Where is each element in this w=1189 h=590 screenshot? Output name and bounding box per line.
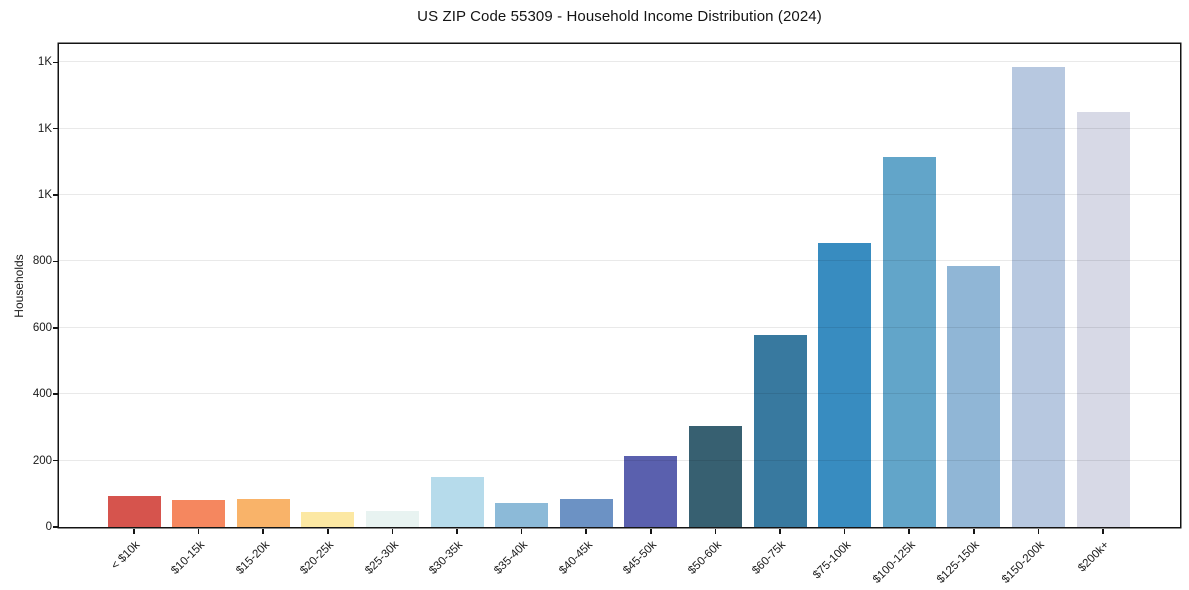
x-tick-label: $150-200k <box>999 539 1047 586</box>
x-tick-mark <box>779 528 781 534</box>
bar-40-45k <box>559 498 613 527</box>
gridline-600 <box>59 326 1180 328</box>
gridline-1200 <box>59 127 1180 129</box>
y-tick-mark <box>52 459 58 462</box>
y-tick-label: 400 <box>32 388 52 401</box>
y-tick-label: 800 <box>32 255 52 268</box>
y-tick-label: 1K <box>37 56 52 69</box>
x-tick-label: $60-75k <box>750 539 789 577</box>
x-tick-mark <box>520 528 523 534</box>
x-tick-label: $10-15k <box>169 539 208 577</box>
chart-title: US ZIP Code 55309 - Household Income Dis… <box>417 8 822 25</box>
x-tick-label: $50-60k <box>686 539 724 577</box>
bar-10k <box>107 496 161 527</box>
x-tick-mark <box>908 528 910 534</box>
bar-125-150k <box>947 266 1001 527</box>
x-tick-mark <box>650 528 652 534</box>
gridline-400 <box>59 393 1180 395</box>
x-tick-label: $45-50k <box>621 539 660 577</box>
bar-35-40k <box>495 503 549 527</box>
bar-75-100k <box>818 243 872 527</box>
x-tick-label: $25-30k <box>363 539 401 577</box>
x-tick-mark <box>585 528 587 534</box>
x-tick-mark <box>456 528 458 534</box>
y-tick-mark <box>52 393 58 395</box>
bar-30-35k <box>430 477 484 527</box>
y-tick-mark <box>52 194 58 196</box>
bar-100-125k <box>882 156 936 527</box>
y-tick-mark <box>52 61 58 63</box>
x-tick-label: $40-45k <box>556 539 595 577</box>
bar-50-60k <box>688 426 742 527</box>
x-tick-mark <box>262 528 264 534</box>
x-tick-mark <box>1102 528 1104 534</box>
x-tick-mark <box>327 528 329 534</box>
x-tick-mark <box>973 528 975 534</box>
gridline-800 <box>59 260 1180 262</box>
gridline-200 <box>59 459 1180 461</box>
bar-10-15k <box>172 499 226 527</box>
x-tick-mark <box>714 528 717 534</box>
x-tick-label: $15-20k <box>233 539 272 577</box>
bar-20-25k <box>301 511 355 527</box>
x-tick-label: $125-150k <box>935 539 983 586</box>
bar-15-20k <box>236 498 290 527</box>
x-tick-label: $30-35k <box>427 539 466 577</box>
y-tick-label: 0 <box>45 521 52 533</box>
x-tick-label: $75-100k <box>810 539 854 582</box>
y-tick-mark <box>52 127 58 130</box>
bar-60-75k <box>753 335 807 527</box>
bar-25-30k <box>365 511 419 527</box>
y-tick-mark <box>52 260 58 263</box>
x-tick-mark <box>391 528 394 534</box>
x-tick-mark <box>197 528 200 534</box>
x-tick-label: $200k+ <box>1076 539 1112 575</box>
x-tick-label: $100-125k <box>870 539 918 586</box>
y-tick-label: 600 <box>32 321 52 334</box>
y-tick-label: 1K <box>37 189 52 202</box>
x-tick-label: $20-25k <box>298 539 337 577</box>
y-tick-mark <box>52 526 58 528</box>
x-tick-label: $35-40k <box>492 539 531 577</box>
gridline-1400 <box>59 61 1180 63</box>
bar-200k <box>1076 112 1130 527</box>
x-tick-mark <box>1037 528 1040 534</box>
y-tick-label: 200 <box>32 454 52 467</box>
y-tick-mark <box>52 327 58 329</box>
bar-150-200k <box>1011 67 1065 527</box>
y-tick-label: 1K <box>37 122 52 135</box>
x-tick-mark <box>843 528 846 534</box>
x-tick-mark <box>133 528 135 534</box>
x-tick-label: < $10k <box>109 539 143 573</box>
bar-45-50k <box>624 455 678 527</box>
gridline-1000 <box>59 194 1180 196</box>
plot-area <box>59 44 1180 527</box>
